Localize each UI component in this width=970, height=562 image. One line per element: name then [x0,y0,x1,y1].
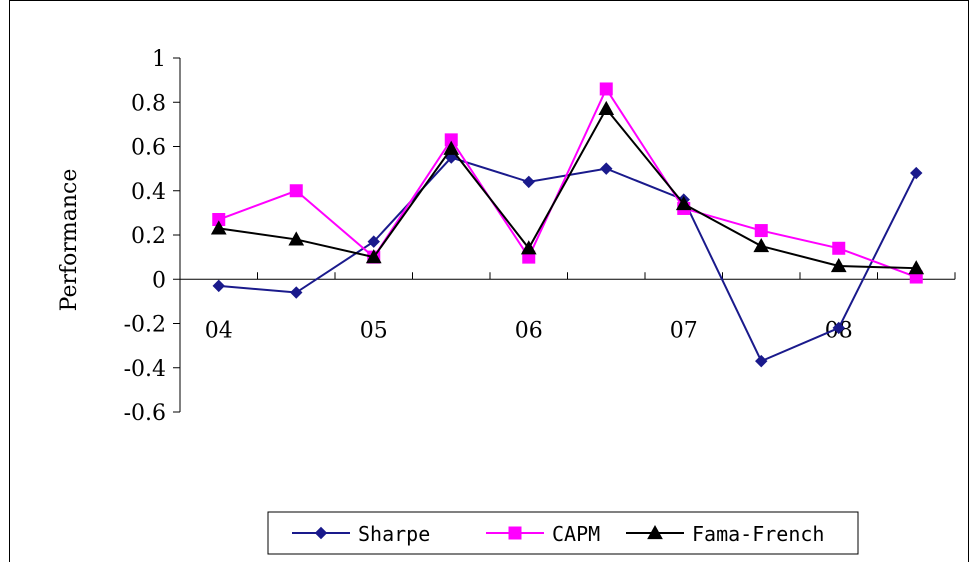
data-point-sharpe [212,279,225,293]
legend-marker-sharpe [314,526,328,540]
data-point-sharpe [755,354,768,368]
data-point-fama-french [443,140,460,155]
data-point-fama-french [675,195,692,211]
x-tick-label: 05 [360,318,388,343]
legend-label-fama-french: Fama-French [692,522,824,546]
legend-label-sharpe: Sharpe [358,522,430,546]
data-point-fama-french [908,260,925,275]
series-capm [212,82,923,284]
data-point-sharpe [910,166,923,180]
legend: Sharpe CAPM Fama-French [267,511,859,555]
data-point-fama-french [210,220,227,235]
y-tick-label: -0.2 [124,313,166,338]
y-tick-label: 1 [152,47,166,72]
series-line-fama-french [218,107,917,270]
legend-box [267,511,859,555]
x-tick-label: 06 [515,318,543,343]
data-point-sharpe [367,235,380,248]
y-tick-label: 0.4 [131,180,166,205]
data-point-capm [754,224,768,238]
legend-label-capm: CAPM [552,522,600,546]
x-axis: 0405060708 [179,272,956,343]
y-axis-title: Performance [57,169,82,312]
data-point-fama-french [753,238,770,253]
data-point-capm [599,82,613,96]
y-axis: 1 0.8 0.6 0.4 0.2 0 -0.2 -0.4 -0.6 [124,47,181,426]
legend-marker-capm [508,526,522,540]
y-tick-label: 0 [152,268,166,293]
data-point-fama-french [598,100,615,115]
data-point-sharpe [290,286,303,299]
x-tick-label: 04 [205,318,233,343]
chart-frame [9,0,969,562]
data-point-sharpe [832,321,845,335]
data-point-sharpe [522,175,535,189]
y-tick-label: 0.8 [131,91,166,116]
data-point-capm [832,241,846,255]
series-fama-french [210,100,925,275]
x-tick-label: 07 [670,318,698,343]
data-point-capm [289,184,303,198]
data-point-fama-french [365,249,382,264]
y-tick-label: -0.4 [124,357,166,382]
data-point-fama-french [288,231,305,246]
data-point-fama-french [520,240,537,255]
y-tick-label: -0.6 [124,401,166,426]
series-group [210,82,925,368]
y-tick-label: 0.2 [131,224,166,249]
data-point-fama-french [830,257,847,273]
data-point-sharpe [600,162,613,175]
series-line-capm [218,86,917,278]
y-tick-label: 0.6 [131,136,166,161]
legend-marker-fama-french [647,524,663,540]
